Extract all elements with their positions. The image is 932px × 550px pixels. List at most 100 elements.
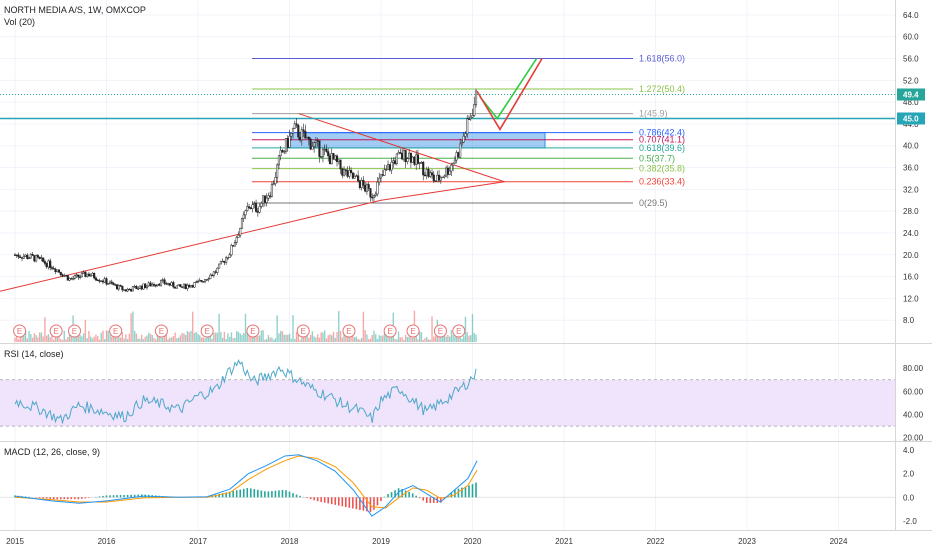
candle-body[interactable] xyxy=(323,148,326,151)
trend-line-support[interactable] xyxy=(380,181,505,201)
candle-body[interactable] xyxy=(445,167,448,177)
candle-body[interactable] xyxy=(274,177,277,184)
candle-body[interactable] xyxy=(395,153,398,164)
candle-body[interactable] xyxy=(107,283,110,285)
earnings-marker[interactable] xyxy=(200,324,214,338)
candle-body[interactable] xyxy=(339,159,342,170)
candle-body[interactable] xyxy=(80,273,83,278)
candle-body[interactable] xyxy=(372,195,376,198)
candle-body[interactable] xyxy=(418,162,421,164)
candle-body[interactable] xyxy=(17,254,20,258)
candle-body[interactable] xyxy=(22,256,25,259)
candle-body[interactable] xyxy=(47,260,50,268)
candlesticks[interactable] xyxy=(13,88,478,293)
candle-body[interactable] xyxy=(267,195,270,199)
candle-body[interactable] xyxy=(35,255,38,262)
candle-body[interactable] xyxy=(457,152,460,158)
candle-body[interactable] xyxy=(453,159,456,164)
candle-body[interactable] xyxy=(93,273,96,279)
candle-body[interactable] xyxy=(358,180,361,189)
earnings-marker[interactable] xyxy=(452,324,466,338)
candle-body[interactable] xyxy=(360,179,363,189)
candle-body[interactable] xyxy=(474,90,478,105)
trend-line-resistance[interactable] xyxy=(298,113,505,183)
candle-body[interactable] xyxy=(186,284,189,289)
candle-body[interactable] xyxy=(381,174,384,176)
candle-body[interactable] xyxy=(286,138,289,148)
candle-body[interactable] xyxy=(423,174,427,177)
candle-body[interactable] xyxy=(346,170,349,177)
candle-body[interactable] xyxy=(38,256,41,259)
macd-indicator-label[interactable]: MACD (12, 26, close, 9) xyxy=(4,447,100,457)
candle-body[interactable] xyxy=(181,286,184,288)
candle-body[interactable] xyxy=(441,176,444,179)
candle-body[interactable] xyxy=(179,284,182,287)
candle-body[interactable] xyxy=(355,175,358,177)
candle-body[interactable] xyxy=(128,288,131,291)
earnings-marker[interactable] xyxy=(109,324,123,338)
candle-body[interactable] xyxy=(255,203,258,212)
candle-body[interactable] xyxy=(332,153,335,160)
candle-body[interactable] xyxy=(167,283,170,285)
volume-indicator-label[interactable]: Vol (20) xyxy=(4,17,35,27)
earnings-marker[interactable] xyxy=(154,324,168,338)
candle-body[interactable] xyxy=(401,153,404,160)
candle-body[interactable] xyxy=(302,129,305,132)
candle-body[interactable] xyxy=(288,135,291,148)
candle-body[interactable] xyxy=(149,282,152,287)
candle-body[interactable] xyxy=(163,279,166,284)
candle-body[interactable] xyxy=(209,274,212,280)
candle-body[interactable] xyxy=(117,285,120,290)
candle-body[interactable] xyxy=(434,180,437,182)
candle-body[interactable] xyxy=(263,195,266,203)
candle-body[interactable] xyxy=(77,274,80,278)
candle-body[interactable] xyxy=(49,260,52,268)
candle-body[interactable] xyxy=(161,279,164,281)
candle-body[interactable] xyxy=(235,237,238,243)
candle-body[interactable] xyxy=(251,204,254,209)
candle-body[interactable] xyxy=(446,167,449,175)
candle-body[interactable] xyxy=(119,285,122,287)
candle-body[interactable] xyxy=(152,284,156,286)
earnings-marker[interactable] xyxy=(406,324,420,338)
candle-body[interactable] xyxy=(351,172,354,179)
candle-body[interactable] xyxy=(100,280,103,283)
candle-body[interactable] xyxy=(63,275,66,277)
candle-body[interactable] xyxy=(189,285,193,288)
candle-body[interactable] xyxy=(144,283,147,289)
candle-body[interactable] xyxy=(249,207,252,209)
candle-body[interactable] xyxy=(462,135,465,143)
candle-body[interactable] xyxy=(195,281,198,283)
candle-body[interactable] xyxy=(321,149,324,158)
candle-body[interactable] xyxy=(416,154,420,164)
candle-body[interactable] xyxy=(411,156,414,163)
candle-body[interactable] xyxy=(293,123,296,129)
candle-body[interactable] xyxy=(448,170,451,175)
candle-body[interactable] xyxy=(158,283,161,286)
candle-body[interactable] xyxy=(297,125,300,138)
candle-body[interactable] xyxy=(198,280,201,282)
candle-body[interactable] xyxy=(230,245,233,256)
candle-body[interactable] xyxy=(335,155,339,162)
symbol-title[interactable]: NORTH MEDIA A/S, 1W, OMXCOP xyxy=(4,5,146,15)
candle-body[interactable] xyxy=(385,169,388,171)
candle-body[interactable] xyxy=(459,143,462,158)
rsi-line[interactable] xyxy=(14,358,477,425)
candle-body[interactable] xyxy=(383,169,386,176)
candle-body[interactable] xyxy=(452,162,455,166)
candle-body[interactable] xyxy=(57,269,61,273)
candle-body[interactable] xyxy=(98,280,101,282)
candle-body[interactable] xyxy=(151,284,154,287)
candle-body[interactable] xyxy=(471,115,474,118)
candle-body[interactable] xyxy=(42,257,45,262)
candle-body[interactable] xyxy=(103,278,106,283)
candle-body[interactable] xyxy=(399,152,402,154)
candle-body[interactable] xyxy=(467,118,471,120)
candle-body[interactable] xyxy=(258,206,261,213)
candle-body[interactable] xyxy=(108,281,112,284)
candle-body[interactable] xyxy=(371,196,374,199)
candle-body[interactable] xyxy=(402,150,405,160)
candle-body[interactable] xyxy=(379,174,383,179)
candle-body[interactable] xyxy=(469,116,472,120)
candle-body[interactable] xyxy=(247,206,251,208)
